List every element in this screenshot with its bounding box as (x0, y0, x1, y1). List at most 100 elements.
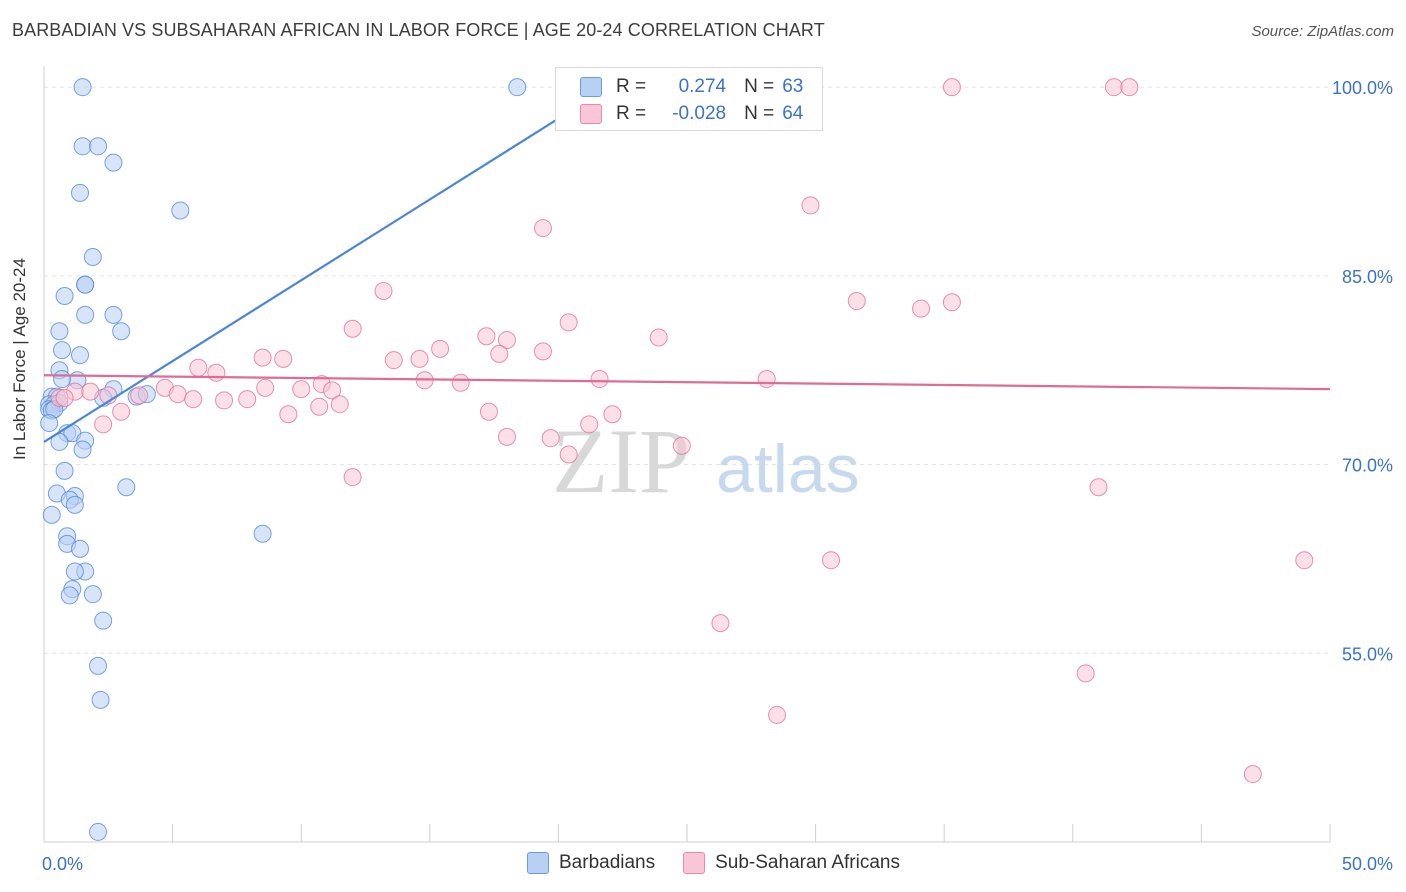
barbadian-point (50, 322, 69, 341)
subsaharan-point (168, 385, 187, 404)
subsaharan-point (343, 319, 362, 338)
chart-title: BARBADIAN VS SUBSAHARAN AFRICAN IN LABOR… (12, 20, 825, 40)
subsaharan-point (1243, 765, 1262, 784)
subsaharan-point (207, 363, 226, 382)
subsaharan-point (238, 390, 257, 409)
subsaharan-point (189, 358, 208, 377)
subsaharan-legend-label: Sub-Saharan Africans (715, 852, 900, 873)
subsaharan-point (490, 344, 509, 363)
subsaharan-point (541, 429, 560, 448)
barbadian-point (65, 495, 84, 514)
subsaharan-trend-line (43, 374, 1331, 391)
barbadian-point (65, 562, 84, 581)
subsaharan-point (847, 292, 866, 311)
legend-item-barbadians[interactable]: Barbadians (527, 852, 655, 874)
subsaharan-point (822, 551, 841, 570)
subsaharan-point (559, 445, 578, 464)
barbadian-point (53, 341, 72, 360)
subsaharan-point (384, 351, 403, 370)
barbadian-point (55, 461, 74, 480)
subsaharan-point (672, 436, 691, 455)
subsaharan-point (431, 339, 450, 358)
barbadian-point (42, 505, 61, 524)
subsaharan-swatch (580, 104, 602, 124)
subsaharan-point (603, 405, 622, 424)
y-tick-label: 55.0% (1342, 644, 1393, 664)
r-value-barbadians: 0.274 (678, 76, 727, 97)
watermark-atlas: atlas (716, 431, 860, 507)
subsaharan-point (323, 381, 342, 400)
subsaharan-point (479, 402, 498, 421)
barbadians-legend-label: Barbadians (559, 852, 656, 873)
barbadian-point (89, 822, 108, 841)
x-tick-label: 0.0% (42, 854, 83, 874)
subsaharan-point (590, 370, 609, 389)
y-axis-label: In Labor Force | Age 20-24 (10, 258, 29, 460)
r-label: R = (616, 103, 647, 124)
subsaharan-point (533, 342, 552, 361)
subsaharan-point (497, 427, 516, 446)
n-label: N = (744, 103, 775, 124)
subsaharan-point (1120, 78, 1139, 97)
subsaharan-point (497, 331, 516, 350)
r-value-subsaharan: -0.028 (672, 103, 727, 124)
legend-item-subsaharan[interactable]: Sub-Saharan Africans (683, 852, 900, 874)
barbadians-legend-swatch (527, 852, 549, 874)
barbadian-point (94, 611, 113, 630)
subsaharan-legend-swatch (683, 852, 706, 874)
n-label: N = (744, 76, 775, 97)
barbadian-point (112, 322, 131, 341)
subsaharan-point (330, 395, 349, 414)
r-label: R = (616, 76, 647, 97)
legend-row-subsaharan: R = -0.028 N = 64 (580, 102, 803, 126)
barbadian-point (83, 248, 102, 266)
barbadian-point (60, 586, 79, 605)
subsaharan-point (410, 349, 429, 368)
barbadian-point (83, 585, 102, 604)
barbadian-point (73, 440, 92, 459)
tick-labels: 100.0% 85.0% 70.0% 55.0% 0.0% 50.0% (42, 78, 1393, 874)
series-legend: Barbadians Sub-Saharan Africans (527, 852, 928, 874)
subsaharan-point (533, 219, 552, 238)
subsaharan-point (215, 391, 234, 410)
subsaharan-point (477, 327, 496, 346)
barbadian-point (71, 346, 90, 365)
subsaharan-point (942, 78, 961, 97)
subsaharan-point (310, 397, 329, 416)
subsaharan-point (711, 614, 730, 633)
subsaharan-point (757, 370, 776, 389)
subsaharan-point (1076, 664, 1095, 683)
subsaharan-point (559, 313, 578, 332)
legend-row-barbadians: R = 0.274 N = 63 (580, 75, 803, 99)
subsaharan-point (1104, 78, 1123, 97)
subsaharan-point (1089, 478, 1108, 497)
subsaharan-point (292, 380, 311, 399)
subsaharan-point (184, 390, 203, 409)
y-tick-label: 70.0% (1342, 456, 1393, 476)
barbadian-point (104, 305, 123, 324)
y-tick-label: 100.0% (1332, 78, 1393, 98)
subsaharan-point (274, 349, 293, 368)
barbadian-point (71, 183, 90, 202)
barbadian-point (73, 137, 92, 156)
trend-lines (43, 117, 1331, 443)
watermark-zip: ZIP (552, 410, 690, 512)
subsaharan-point (1295, 551, 1314, 570)
x-tick-label: 50.0% (1342, 854, 1393, 874)
subsaharan-point (942, 293, 961, 312)
barbadian-point (76, 275, 95, 294)
barbadian-point (508, 78, 527, 97)
gridlines (44, 86, 1330, 654)
subsaharan-point (451, 373, 470, 392)
watermark: ZIP atlas (552, 410, 860, 512)
subsaharan-point (279, 405, 298, 424)
subsaharan-point (768, 705, 787, 724)
subsaharan-point (81, 382, 100, 401)
subsaharan-point (801, 196, 820, 215)
barbadian-point (53, 370, 72, 389)
subsaharan-point (374, 281, 393, 300)
barbadian-point (117, 478, 136, 497)
barbadian-point (71, 539, 90, 558)
barbadian-point (91, 690, 110, 709)
